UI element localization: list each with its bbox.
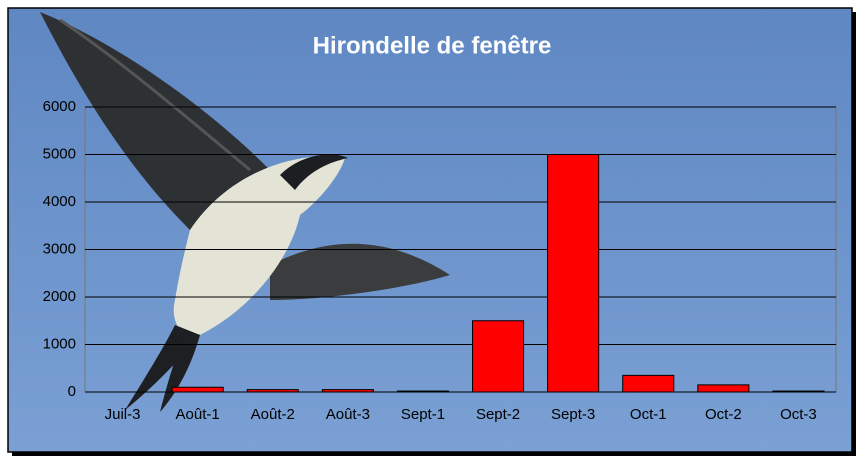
x-tick-label: Août-2	[251, 406, 295, 423]
bar	[396, 390, 449, 393]
x-tick-label: Août-3	[326, 406, 370, 423]
bird-photo	[40, 12, 450, 412]
y-tick-label: 0	[68, 383, 76, 400]
bar	[622, 374, 675, 393]
bar	[321, 389, 374, 393]
x-tick-label: Oct-1	[630, 406, 667, 423]
y-tick-label: 3000	[43, 240, 76, 257]
x-tick-label: Juil-3	[105, 406, 141, 423]
bar	[472, 320, 525, 393]
y-tick-label: 1000	[43, 335, 76, 352]
bar	[547, 154, 600, 393]
bar	[697, 384, 750, 393]
y-tick-label: 6000	[43, 98, 76, 115]
bar	[772, 390, 825, 393]
bar	[171, 386, 224, 393]
x-tick-label: Août-1	[176, 406, 220, 423]
x-tick-label: Sept-3	[551, 406, 595, 423]
x-tick-label: Sept-2	[476, 406, 520, 423]
y-tick-label: 4000	[43, 193, 76, 210]
x-tick-label: Sept-1	[401, 406, 445, 423]
x-tick-label: Oct-3	[780, 406, 817, 423]
x-tick-label: Oct-2	[705, 406, 742, 423]
chart-title: Hirondelle de fenêtre	[313, 32, 552, 59]
bar	[246, 389, 299, 393]
y-tick-label: 5000	[43, 145, 76, 162]
y-tick-label: 2000	[43, 288, 76, 305]
